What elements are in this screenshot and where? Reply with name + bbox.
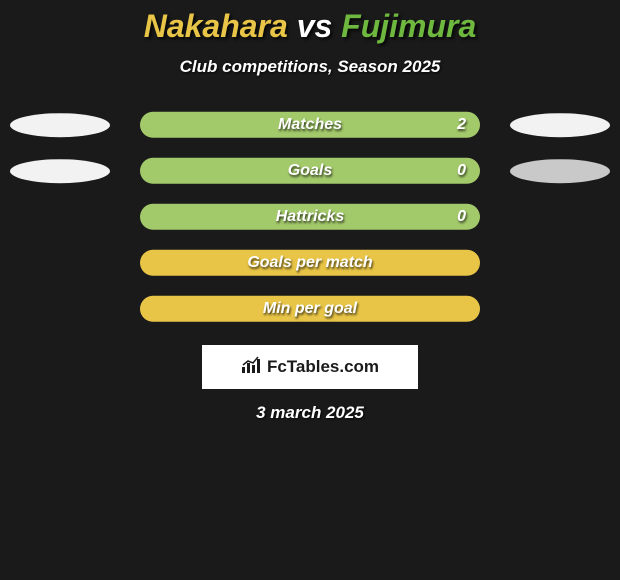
- left-ellipse: [10, 159, 110, 183]
- stat-rows: Matches 2 Goals 0 Hattricks 0 Goals per match M…: [0, 107, 620, 337]
- stat-bar: Hattricks 0: [140, 204, 480, 230]
- comparison-title: Nakahara vs Fujimura: [0, 8, 620, 45]
- stat-bar: Min per goal: [140, 296, 480, 322]
- stat-bar: Goals per match: [140, 250, 480, 276]
- stat-row: Min per goal: [0, 291, 620, 337]
- stat-label: Matches: [278, 116, 342, 134]
- stat-label: Goals per match: [247, 254, 372, 272]
- stat-row: Goals per match: [0, 245, 620, 291]
- date-text: 3 march 2025: [0, 403, 620, 423]
- logo-box: FcTables.com: [202, 345, 418, 389]
- player1-name: Nakahara: [144, 8, 288, 44]
- stat-bar: Goals 0: [140, 158, 480, 184]
- stat-row: Hattricks 0: [0, 199, 620, 245]
- left-ellipse: [10, 113, 110, 137]
- stat-value: 0: [457, 208, 466, 226]
- stat-label: Hattricks: [276, 208, 344, 226]
- stat-row: Matches 2: [0, 107, 620, 153]
- right-ellipse: [510, 113, 610, 137]
- stat-label: Goals: [288, 162, 332, 180]
- right-ellipse: [510, 159, 610, 183]
- bar-chart-icon: [241, 356, 263, 379]
- stat-label: Min per goal: [263, 300, 357, 318]
- stat-row: Goals 0: [0, 153, 620, 199]
- subtitle: Club competitions, Season 2025: [0, 57, 620, 77]
- stat-bar: Matches 2: [140, 112, 480, 138]
- logo-text: FcTables.com: [267, 357, 379, 377]
- infographic-container: Nakahara vs Fujimura Club competitions, …: [0, 0, 620, 423]
- stat-value: 2: [457, 116, 466, 134]
- stat-value: 0: [457, 162, 466, 180]
- vs-text: vs: [288, 8, 341, 44]
- player2-name: Fujimura: [341, 8, 476, 44]
